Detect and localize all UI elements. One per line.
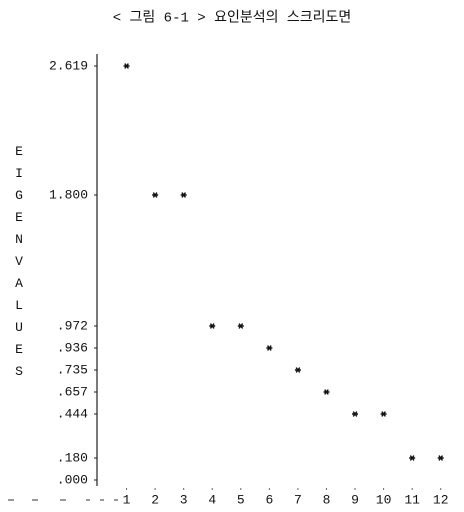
x-tick-label: 5 (237, 492, 245, 507)
x-tick-label: 9 (351, 492, 359, 507)
x-tick-label: 6 (265, 492, 273, 507)
y-tick-label: .936 (57, 340, 88, 355)
data-point (209, 323, 216, 329)
x-tick-label: 10 (376, 492, 392, 507)
x-tick-label: 3 (180, 492, 188, 507)
y-tick-label: .180 (57, 450, 88, 465)
data-point (237, 323, 244, 329)
x-tick-label: 1 (123, 492, 131, 507)
y-tick-label: 2.619 (49, 58, 88, 73)
data-point (409, 455, 416, 461)
y-tick-label: .657 (57, 384, 88, 399)
x-tick-label: 4 (208, 492, 216, 507)
y-tick-label: .972 (57, 318, 88, 333)
x-tick-label: 2 (151, 492, 159, 507)
x-tick-label: 7 (294, 492, 302, 507)
data-point (152, 192, 159, 198)
y-tick-label: .000 (57, 472, 88, 487)
data-point (380, 411, 387, 417)
x-tick-label: 8 (323, 492, 331, 507)
data-point (323, 389, 330, 395)
data-point (352, 411, 359, 417)
data-point (180, 192, 187, 198)
data-point (437, 455, 444, 461)
data-point (266, 345, 273, 351)
y-tick-label: .735 (57, 362, 88, 377)
chart-title: < 그림 6-1 > 요인분석의 스크리도면 (113, 10, 352, 27)
y-axis-label: EIGENVALUES (15, 144, 23, 379)
y-tick-label: .444 (57, 406, 88, 421)
y-tick-label: 1.800 (49, 187, 88, 202)
x-tick-label: 11 (404, 492, 420, 507)
data-point (123, 63, 130, 69)
data-point (294, 367, 301, 373)
x-tick-label: 12 (433, 492, 449, 507)
